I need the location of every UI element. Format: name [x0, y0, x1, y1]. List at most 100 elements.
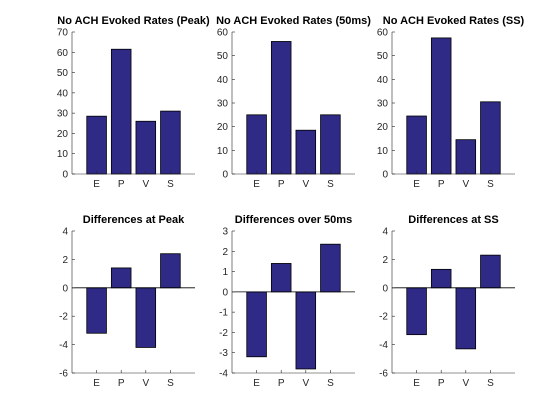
y-tick-label: 20: [57, 129, 69, 140]
panel-6: Differences at SS -6 -4 -2 0 2 4 E P V S: [379, 214, 515, 389]
bar-p: [430, 268, 452, 289]
bar-e: [246, 291, 267, 358]
y-tick-label: -2: [219, 328, 228, 339]
bar-e: [86, 287, 107, 334]
y-tick-label: 2: [62, 255, 68, 266]
x-tick-label: E: [93, 179, 100, 190]
y-tick-label: 40: [217, 75, 229, 86]
y-tick-label: 10: [377, 146, 389, 157]
y-tick-label: 60: [217, 28, 229, 39]
x-tick-label: E: [93, 378, 100, 389]
y-tick-label: 40: [57, 88, 69, 99]
bar-v: [135, 287, 157, 348]
bar-e: [86, 115, 107, 175]
y-tick-label: -4: [379, 340, 388, 351]
bar-e: [406, 287, 427, 336]
y-tick-label: -2: [379, 312, 388, 323]
bar-e: [406, 115, 427, 175]
y-tick-label: -1: [219, 308, 228, 319]
panel-5: Differences over 50ms -4 -3 -2 -1 0 1 2 3 E P V S: [219, 214, 355, 389]
y-tick-label: 2: [382, 255, 388, 266]
y-tick-label: 0: [382, 283, 388, 294]
x-tick-label: P: [118, 378, 125, 389]
y-tick-label: 4: [62, 227, 68, 238]
y-tick-label: 50: [57, 68, 69, 79]
x-tick-label: V: [142, 179, 149, 190]
panel-title: Differences at Peak: [83, 214, 185, 226]
y-tick-label: 10: [57, 149, 69, 160]
x-tick-label: P: [118, 179, 125, 190]
panel-title: No ACH Evoked Rates (SS): [383, 15, 525, 27]
y-tick-label: -2: [59, 312, 68, 323]
y-tick-label: 30: [377, 99, 389, 110]
y-tick-label: 60: [57, 48, 69, 59]
bar-v: [455, 139, 477, 175]
x-tick-label: S: [167, 378, 174, 389]
panel-title: No ACH Evoked Rates (Peak): [57, 15, 210, 27]
y-tick-label: 70: [57, 28, 69, 39]
bar-v: [455, 287, 477, 350]
y-tick-label: -6: [379, 369, 388, 380]
x-tick-label: E: [253, 378, 260, 389]
x-tick-label: V: [462, 378, 469, 389]
y-tick-label: 30: [57, 109, 69, 120]
x-tick-label: S: [487, 378, 494, 389]
y-tick-label: 10: [217, 146, 229, 157]
panel-3: No ACH Evoked Rates (SS) 0 10 20 30 40 50 60 E P V…: [377, 15, 525, 190]
y-tick-label: 1: [222, 267, 228, 278]
panel-1: No ACH Evoked Rates (Peak) 0 10 20 30 40 50 60 7…: [57, 15, 210, 190]
y-tick-label: -6: [59, 369, 68, 380]
bar-s: [480, 101, 501, 175]
bar-p: [110, 48, 132, 175]
x-tick-label: E: [413, 378, 420, 389]
x-tick-label: V: [302, 179, 309, 190]
x-tick-label: V: [142, 378, 149, 389]
y-tick-label: 20: [377, 122, 389, 133]
panel-title: Differences at SS: [408, 214, 498, 226]
panel-title: No ACH Evoked Rates (50ms): [216, 15, 371, 27]
y-tick-label: 4: [382, 227, 388, 238]
bar-p: [270, 263, 292, 293]
x-tick-label: E: [413, 179, 420, 190]
y-tick-label: 0: [62, 170, 68, 181]
bar-e: [246, 114, 267, 175]
y-tick-label: 3: [222, 227, 228, 238]
x-tick-label: P: [278, 179, 285, 190]
y-tick-label: -3: [219, 348, 228, 359]
y-tick-label: -4: [59, 340, 68, 351]
bar-v: [295, 291, 317, 370]
bar-p: [430, 37, 452, 175]
x-tick-label: S: [487, 179, 494, 190]
y-tick-label: 0: [222, 287, 228, 298]
x-tick-label: E: [253, 179, 260, 190]
y-tick-label: 50: [217, 51, 229, 62]
bar-v: [295, 129, 317, 175]
y-tick-label: 60: [377, 28, 389, 39]
x-tick-label: S: [327, 378, 334, 389]
y-tick-label: 40: [377, 75, 389, 86]
bar-v: [135, 120, 157, 175]
x-tick-label: P: [438, 378, 445, 389]
bar-s: [320, 114, 341, 175]
panel-4: Differences at Peak -6 -4 -2 0 2 4 E P V S: [59, 214, 195, 389]
bar-p: [270, 41, 292, 175]
y-tick-label: 50: [377, 51, 389, 62]
x-tick-label: V: [302, 378, 309, 389]
bar-s: [160, 253, 181, 289]
x-tick-label: P: [438, 179, 445, 190]
y-tick-label: 30: [217, 99, 229, 110]
y-tick-label: 20: [217, 122, 229, 133]
x-tick-label: P: [278, 378, 285, 389]
bar-s: [480, 254, 501, 289]
bar-s: [320, 243, 341, 293]
bar-s: [160, 110, 181, 175]
bar-p: [110, 267, 132, 289]
panel-title: Differences over 50ms: [235, 214, 352, 226]
y-tick-label: 0: [62, 283, 68, 294]
x-tick-label: S: [327, 179, 334, 190]
x-tick-label: S: [167, 179, 174, 190]
panel-2: No ACH Evoked Rates (50ms) 0 10 20 30 40 50 60 E…: [216, 15, 371, 190]
x-tick-label: V: [462, 179, 469, 190]
